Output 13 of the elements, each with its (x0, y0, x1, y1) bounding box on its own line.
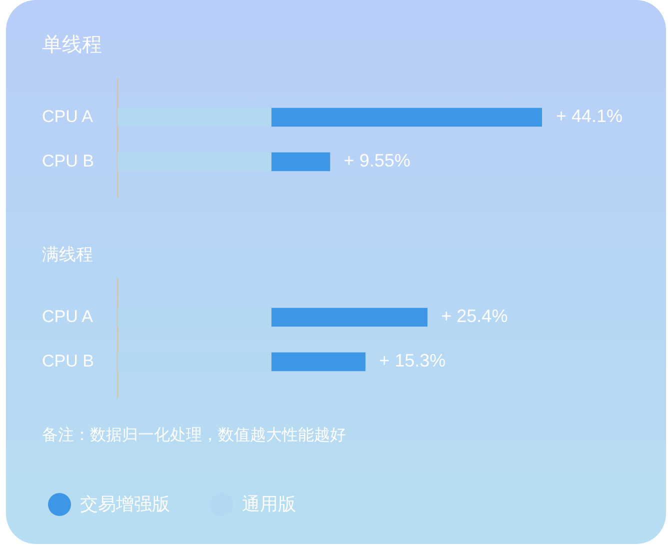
y-tick-label: CPU A (42, 106, 94, 126)
chart-title: 满线程 (41, 244, 94, 266)
y-tick-label: CPU B (42, 151, 94, 170)
legend-label: 交易增强版 (80, 493, 170, 516)
data-label: + 25.4% (441, 306, 508, 326)
data-label: + 15.3% (379, 350, 446, 371)
y-tick-label: CPU A (42, 306, 94, 326)
legend-label: 通用版 (242, 493, 296, 516)
text: 备注：数据归一化处理，数值越大性能越好 (41, 426, 347, 446)
data-label: + 9.55% (344, 150, 410, 171)
chart-title: 单线程 (41, 33, 103, 58)
data-label: + 44.1% (556, 106, 623, 126)
y-tick-label: CPU B (42, 351, 94, 370)
